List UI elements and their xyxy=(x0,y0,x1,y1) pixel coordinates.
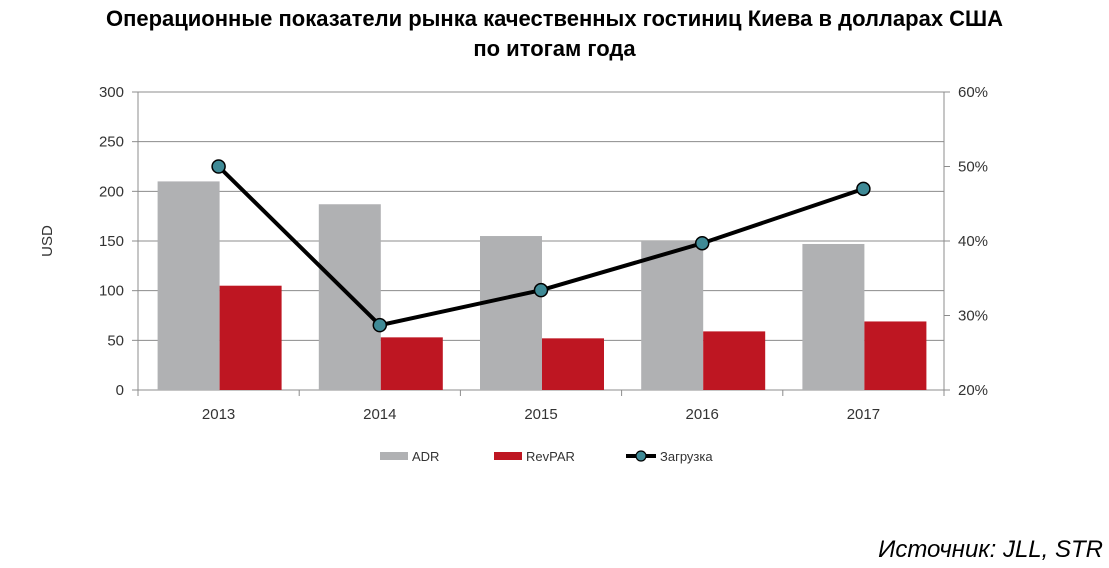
x-tick-label: 2013 xyxy=(202,406,235,423)
legend-label: RevPAR xyxy=(526,449,575,464)
y2-tick-label: 20% xyxy=(958,382,988,399)
y-tick-label: 250 xyxy=(99,134,124,151)
occupancy-point xyxy=(372,317,388,333)
y-tick-label: 100 xyxy=(99,283,124,300)
bar-adr xyxy=(480,236,542,390)
x-tick-label: 2014 xyxy=(363,406,396,423)
chart-title-line-2: по итогам года xyxy=(473,36,636,61)
y-tick-label: 50 xyxy=(107,332,124,349)
occupancy-point xyxy=(856,181,871,197)
bar-adr xyxy=(802,243,865,390)
chart-title-line-1: Операционные показатели рынка качественн… xyxy=(105,6,1004,31)
x-tick-label: 2017 xyxy=(847,406,880,423)
bar-adr xyxy=(157,181,220,390)
y-tick-label: 300 xyxy=(99,84,124,101)
bar-revpar xyxy=(703,331,766,390)
legend-swatch-adr xyxy=(380,452,408,460)
occupancy-point xyxy=(211,159,226,174)
y-tick-label: 200 xyxy=(99,183,124,200)
x-tick-label: 2015 xyxy=(524,406,557,423)
legend-label: Загрузка xyxy=(660,449,713,464)
y2-tick-label: 30% xyxy=(958,308,988,325)
bar-revpar xyxy=(542,338,604,390)
x-tick-label: 2016 xyxy=(686,406,719,423)
legend-label: ADR xyxy=(412,449,439,464)
y2-tick-label: 50% xyxy=(958,159,988,176)
chart-title: Операционные показатели рынка качественн… xyxy=(0,4,1109,64)
source-note: Источник: JLL, STR xyxy=(878,536,1103,563)
y-axis-title: USD xyxy=(39,225,56,257)
bar-revpar xyxy=(380,337,443,390)
legend-swatch-revpar xyxy=(494,452,522,460)
y-tick-label: 0 xyxy=(116,382,124,399)
bar-revpar xyxy=(864,321,927,390)
y2-tick-label: 60% xyxy=(958,84,988,101)
occupancy-point xyxy=(533,282,549,298)
bar-adr xyxy=(641,241,704,390)
y2-tick-label: 40% xyxy=(958,233,988,250)
y-tick-label: 150 xyxy=(99,233,124,250)
bar-revpar xyxy=(219,285,282,390)
legend-swatch-marker xyxy=(635,450,647,462)
occupancy-point xyxy=(694,235,710,251)
